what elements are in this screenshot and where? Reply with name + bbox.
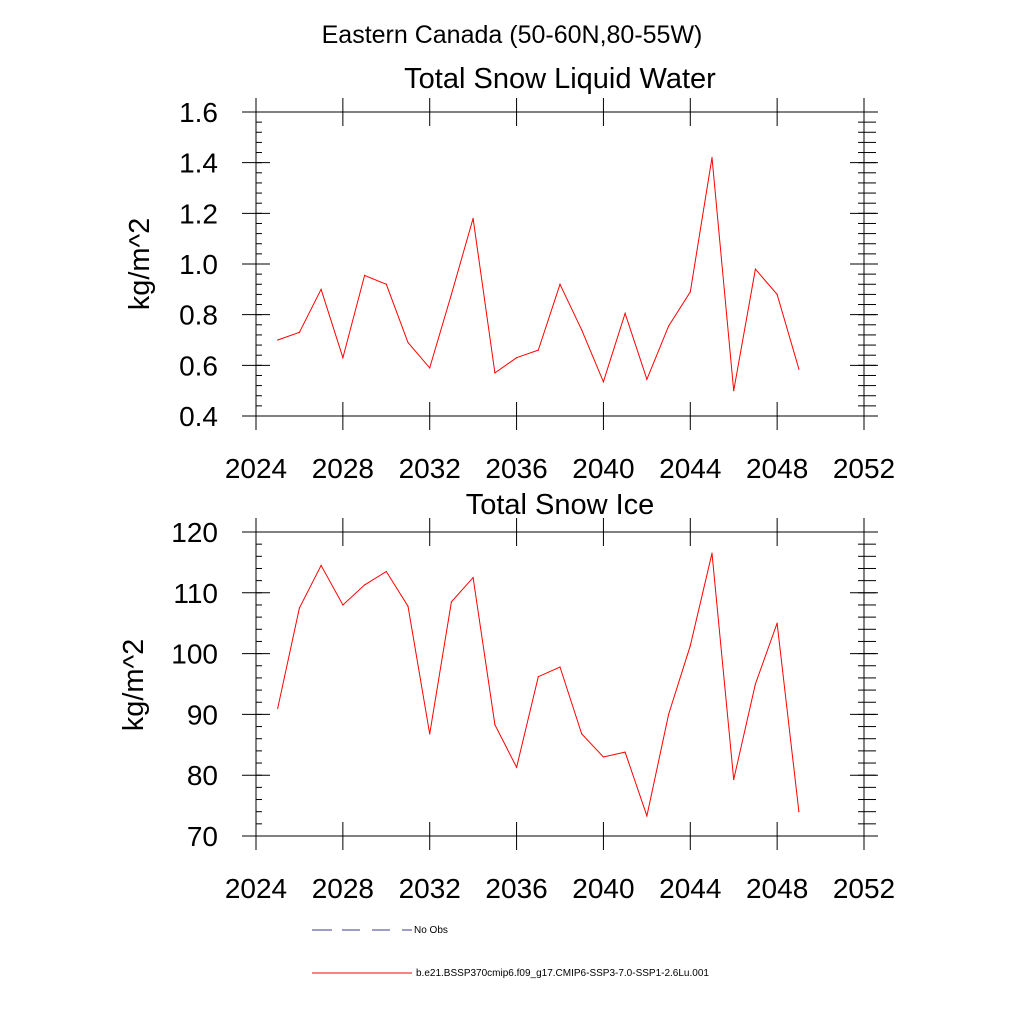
y-tick-label: 120 — [171, 517, 218, 548]
data-point — [711, 552, 713, 554]
data-point — [385, 570, 387, 573]
data-point — [494, 372, 496, 374]
data-point — [298, 331, 301, 333]
y-tick-label: 110 — [173, 578, 218, 609]
data-point — [559, 666, 561, 668]
data-point — [450, 293, 453, 295]
x-tick-label: 2028 — [312, 453, 374, 484]
data-point — [689, 291, 691, 293]
series-line — [277, 157, 800, 391]
data-point — [667, 325, 670, 327]
data-point — [624, 312, 626, 314]
data-point — [429, 367, 431, 369]
data-point — [624, 751, 626, 753]
data-point — [602, 381, 605, 383]
data-point — [385, 283, 387, 285]
data-point — [320, 564, 322, 567]
y-axis-label: kg/m^2 — [118, 639, 150, 732]
data-point — [342, 357, 344, 359]
data-point — [298, 607, 301, 609]
data-point — [537, 349, 539, 351]
plot-frame — [255, 111, 865, 417]
x-tick-label: 2036 — [485, 873, 547, 904]
y-tick-label: 0.4 — [179, 401, 218, 432]
data-point — [320, 288, 322, 290]
x-tick-label: 2048 — [746, 873, 808, 904]
y-tick-label: 0.6 — [179, 350, 218, 381]
x-tick-label: 2044 — [659, 453, 721, 484]
y-tick-label: 100 — [171, 639, 218, 670]
x-tick-label: 2032 — [399, 873, 461, 904]
x-tick-label: 2024 — [225, 453, 287, 484]
x-tick-label: 2052 — [833, 453, 895, 484]
data-point — [602, 756, 605, 758]
x-tick-label: 2052 — [833, 873, 895, 904]
x-tick-label: 2040 — [572, 873, 634, 904]
y-tick-label: 90 — [187, 699, 218, 730]
y-axis-label: kg/m^2 — [124, 218, 156, 311]
snow-ice-panel: Total Snow Ice kg/m^2 2024 2028 2032 2036 20… — [118, 489, 895, 904]
data-point — [581, 733, 583, 735]
data-point — [798, 811, 800, 813]
data-point — [472, 577, 474, 579]
x-tick-label: 2036 — [485, 453, 547, 484]
panel-title: Total Snow Ice — [466, 489, 655, 521]
legend-obs-label: No Obs — [414, 925, 448, 936]
data-point — [689, 645, 691, 647]
data-point — [646, 815, 648, 817]
figure-title: Eastern Canada (50-60N,80-55W) — [322, 21, 703, 49]
y-tick-label: 0.8 — [179, 300, 218, 331]
data-point — [711, 157, 713, 159]
data-point — [559, 283, 561, 285]
x-tick-label: 2040 — [572, 453, 634, 484]
series-line — [277, 553, 800, 818]
y-tick-label: 1.6 — [179, 97, 218, 128]
data-point — [798, 368, 800, 370]
x-tick-label: 2044 — [659, 873, 721, 904]
data-point — [754, 683, 757, 685]
x-tick-label: 2048 — [746, 453, 808, 484]
data-point — [754, 268, 757, 270]
data-point — [733, 778, 735, 781]
data-point — [667, 713, 670, 716]
y-tick-label: 80 — [187, 760, 218, 791]
data-point — [776, 622, 778, 624]
data-point — [277, 707, 279, 709]
legend: No Obs b.e21.BSSP370cmip6.f09_g17.CMIP6-… — [312, 925, 709, 979]
x-tick-label: 2024 — [225, 873, 287, 904]
legend-model-label: b.e21.BSSP370cmip6.f09_g17.CMIP6-SSP3-7.… — [416, 968, 709, 979]
data-point — [733, 390, 735, 392]
x-tick-label: 2028 — [312, 873, 374, 904]
plot-frame — [255, 531, 865, 837]
y-tick-label: 1.4 — [179, 148, 218, 179]
x-tick-label: 2032 — [399, 453, 461, 484]
data-point — [776, 293, 778, 295]
y-tick-label: 1.2 — [179, 198, 218, 229]
data-point — [581, 329, 583, 331]
y-tick-label: 1.0 — [179, 249, 218, 280]
y-tick-label: 70 — [187, 821, 218, 852]
data-point — [363, 274, 366, 276]
data-point — [494, 724, 496, 726]
snow-liquid-water-panel: Total Snow Liquid Water kg/m^2 2024 2028 2… — [124, 63, 895, 484]
data-point — [407, 605, 409, 607]
data-point — [342, 604, 344, 606]
data-point — [429, 733, 431, 735]
data-point — [450, 601, 453, 603]
data-point — [537, 676, 539, 678]
data-point — [515, 357, 518, 359]
data-point — [363, 584, 366, 586]
data-point — [472, 217, 474, 219]
data-point — [407, 341, 409, 344]
data-point — [646, 378, 648, 380]
panel-title: Total Snow Liquid Water — [404, 63, 716, 95]
data-point — [277, 339, 279, 341]
data-point — [515, 766, 518, 768]
